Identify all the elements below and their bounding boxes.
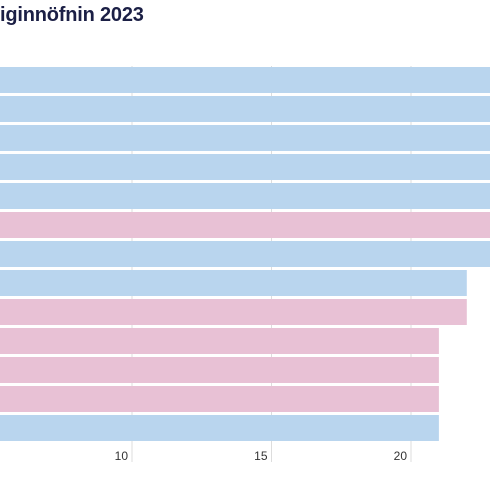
bar-11 <box>0 357 439 383</box>
bar-8 <box>0 270 467 296</box>
bar-4 <box>0 154 490 180</box>
bar-2 <box>0 96 490 122</box>
bars <box>0 67 490 441</box>
bar-9 <box>0 299 467 325</box>
chart-title: iginnöfnin 2023 <box>0 4 144 26</box>
bar-13 <box>0 415 439 441</box>
x-tick-label-10: 10 <box>115 449 129 463</box>
x-tick-label-20: 20 <box>394 449 408 463</box>
bar-7 <box>0 241 490 267</box>
bar-6 <box>0 212 490 238</box>
x-tick-label-15: 15 <box>254 449 268 463</box>
bar-12 <box>0 386 439 412</box>
bar-10 <box>0 328 439 354</box>
bar-1 <box>0 67 490 93</box>
bar-5 <box>0 183 490 209</box>
x-axis-tick-labels: 10 15 20 <box>115 449 408 463</box>
bar-3 <box>0 125 490 151</box>
